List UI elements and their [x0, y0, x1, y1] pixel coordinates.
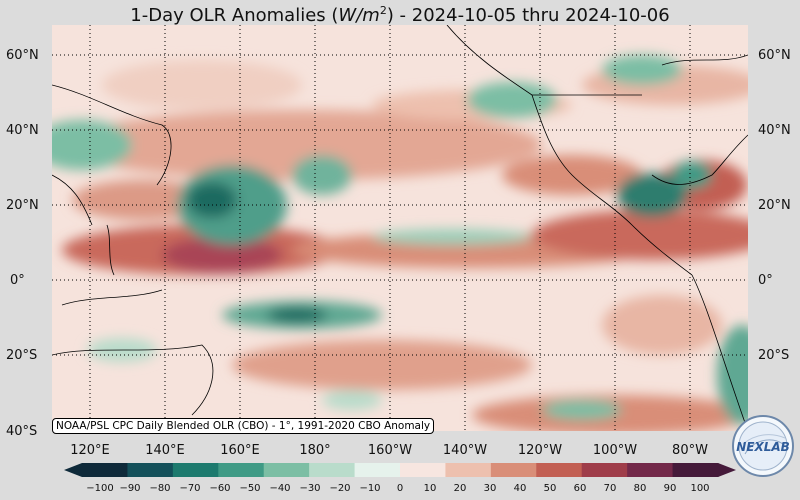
anomaly-field — [52, 55, 748, 431]
colorbar-tick-label: −10 — [359, 483, 381, 494]
colorbar-tick-label: −30 — [299, 483, 321, 494]
colorbar-tick-label: 10 — [423, 483, 437, 494]
lat-label-20n-right: 20°N — [758, 198, 791, 213]
lon-label-160e: 160°E — [220, 443, 260, 458]
graticule — [52, 25, 748, 431]
lon-label-140e: 140°E — [145, 443, 185, 458]
colorbar-segment — [309, 463, 356, 477]
lat-label-eq: 0° — [10, 273, 25, 288]
logo-text: NEXLAB — [736, 440, 790, 454]
colorbar-tick-label: 60 — [573, 483, 587, 494]
colorbar-min-extend — [64, 463, 82, 477]
coastlines — [52, 25, 748, 431]
colorbar-segment — [627, 463, 674, 477]
lon-label-100w: 100°W — [592, 443, 638, 458]
colorbar-tick-label: 90 — [663, 483, 677, 494]
colorbar-tick-label: −100 — [86, 483, 114, 494]
lon-label-180: 180° — [299, 443, 331, 458]
lat-label-60n-right: 60°N — [758, 48, 791, 63]
colorbar-segment — [354, 463, 401, 477]
colorbar-segment — [445, 463, 492, 477]
data-source-credit: NOAA/PSL CPC Daily Blended OLR (CBO) - 1… — [52, 418, 435, 434]
colorbar-tick-label: −20 — [329, 483, 351, 494]
colorbar-tick-label: 100 — [690, 483, 710, 494]
lat-label-40n: 40°N — [6, 123, 39, 138]
colorbar-tick-label: −40 — [269, 483, 291, 494]
colorbar-segment — [172, 463, 219, 477]
colorbar-tick-label: 70 — [603, 483, 617, 494]
colorbar-tick-label: 80 — [633, 483, 647, 494]
olr-anomaly-map — [52, 25, 748, 431]
colorbar-tick-label: −60 — [209, 483, 231, 494]
map-title: 1-Day OLR Anomalies (W/m2) - 2024-10-05 … — [130, 4, 670, 26]
colorbar-tick-label: 50 — [543, 483, 557, 494]
lon-label-160w: 160°W — [367, 443, 413, 458]
colorbar-tick-label: −80 — [149, 483, 171, 494]
colorbar-tick-label: 0 — [396, 483, 404, 494]
colorbar-segment — [400, 463, 446, 477]
lat-label-20s: 20°S — [6, 348, 38, 363]
lat-label-60n: 60°N — [6, 48, 39, 63]
colorbar-max-extend — [718, 463, 736, 477]
colorbar-tick-label: 20 — [453, 483, 467, 494]
lon-label-120e: 120°E — [70, 443, 110, 458]
lat-label-eq-right: 0° — [758, 273, 773, 288]
colorbar — [64, 463, 736, 477]
lon-label-80w: 80°W — [672, 443, 708, 458]
colorbar-tick-label: −70 — [179, 483, 201, 494]
colorbar-segment — [490, 463, 537, 477]
lat-label-40s: 40°S — [6, 424, 38, 439]
colorbar-segment — [536, 463, 583, 477]
lon-label-140w: 140°W — [442, 443, 488, 458]
lon-label-120w: 120°W — [517, 443, 563, 458]
lat-label-20n: 20°N — [6, 198, 39, 213]
lat-label-20s-right: 20°S — [758, 348, 790, 363]
lat-label-40n-right: 40°N — [758, 123, 791, 138]
colorbar-segment — [82, 463, 128, 477]
colorbar-segment — [127, 463, 174, 477]
nexlab-logo: NEXLAB — [731, 414, 795, 478]
colorbar-tick-label: 40 — [513, 483, 527, 494]
colorbar-tick-label: 30 — [483, 483, 497, 494]
colorbar-tick-label: −50 — [239, 483, 261, 494]
colorbar-tick-label: −90 — [119, 483, 141, 494]
colorbar-segment — [218, 463, 265, 477]
colorbar-segment — [263, 463, 310, 477]
colorbar-segment — [581, 463, 628, 477]
colorbar-segment — [672, 463, 719, 477]
